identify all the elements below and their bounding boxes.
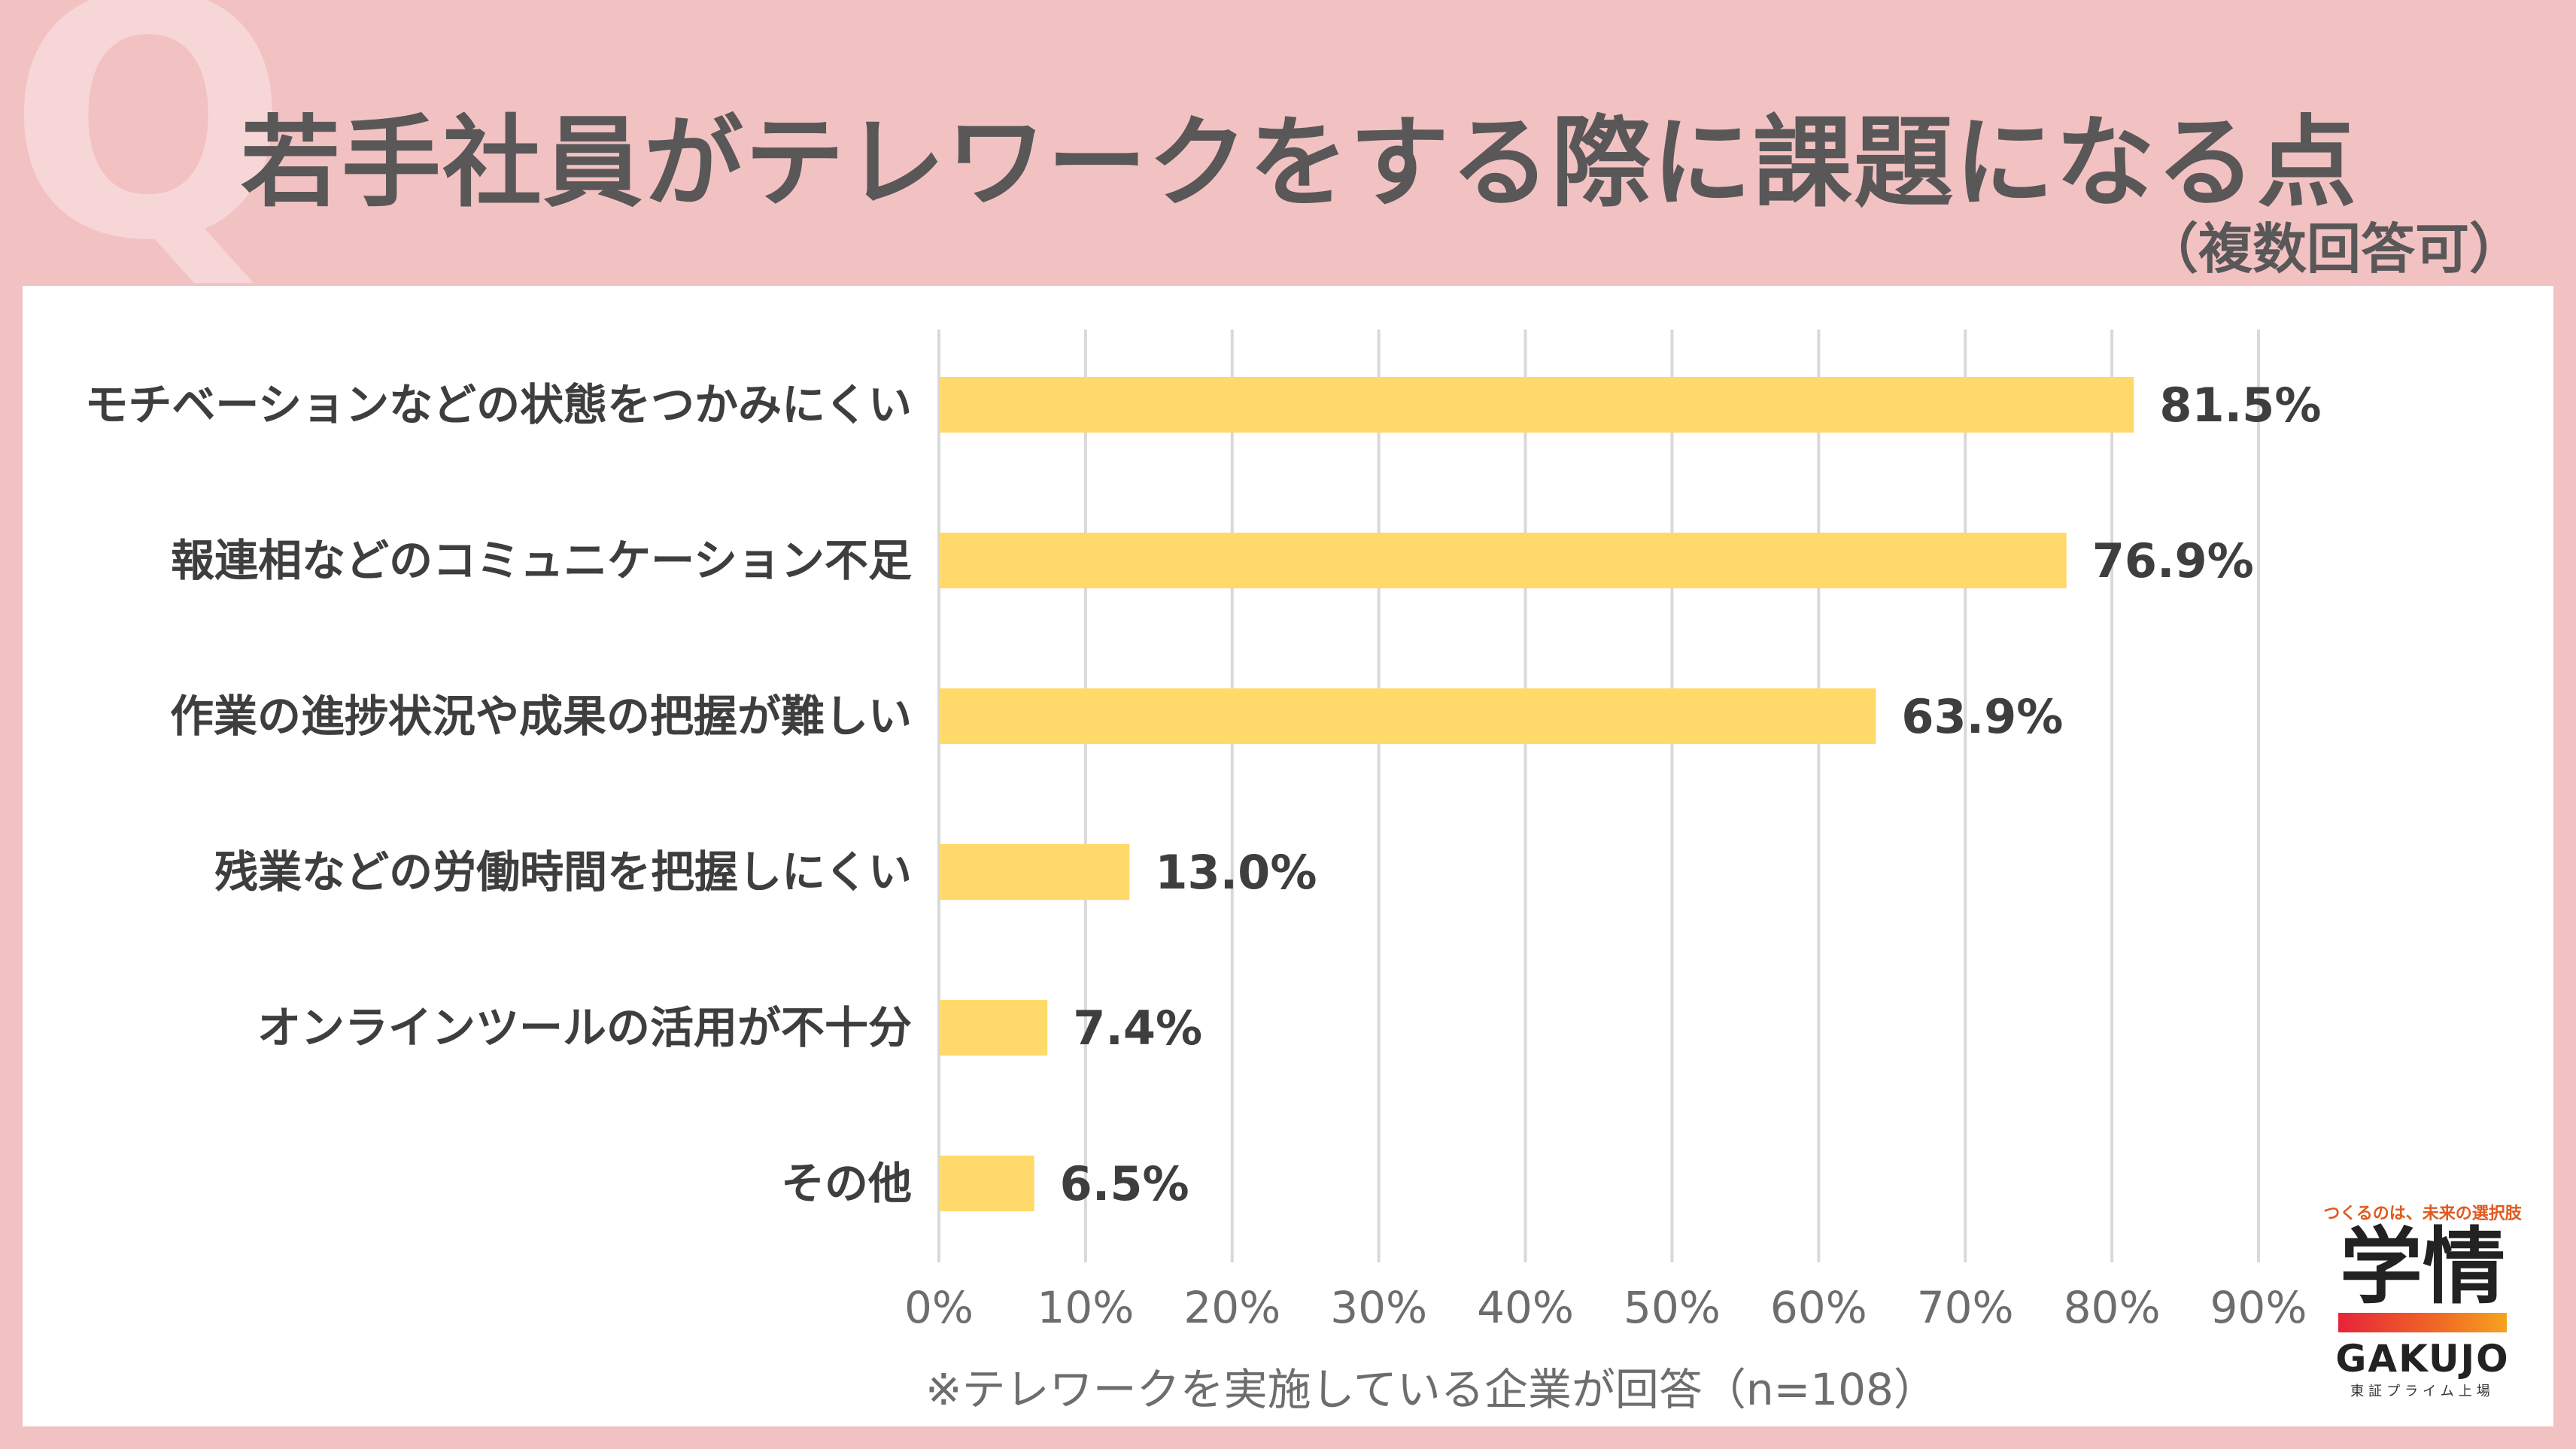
- q-mark-decoration: Q: [8, 0, 290, 313]
- logo-mark: 学情: [2340, 1219, 2505, 1315]
- value-label: 13.0%: [1155, 845, 1317, 900]
- category-label: その他: [781, 1158, 912, 1209]
- x-tick-label: 40%: [1477, 1282, 1574, 1333]
- value-label: 76.9%: [2092, 533, 2254, 588]
- bar: [939, 377, 2134, 433]
- logo-color-bar: [2338, 1312, 2507, 1332]
- category-label: モチベーションなどの状態をつかみにくい: [84, 379, 912, 430]
- x-tick-label: 70%: [1917, 1282, 2014, 1333]
- chart-panel: 0% 10% 20% 30% 40% 50% 60% 70% 80% 90% モチベーションなどの状…: [23, 286, 2553, 1426]
- category-label: 報連相などのコミュニケーション不足: [171, 535, 912, 586]
- x-tick-label: 30%: [1330, 1282, 1427, 1333]
- bar: [939, 1000, 1048, 1056]
- bar-chart: 0% 10% 20% 30% 40% 50% 60% 70% 80% 90% モチベーションなどの状…: [84, 330, 2321, 1333]
- gakujo-logo: つくるのは、未来の選択肢 学情 GAKUJO 東証プライム上場: [2317, 1200, 2528, 1400]
- logo-name: GAKUJO: [2335, 1336, 2510, 1381]
- value-label: 63.9%: [1901, 689, 2063, 744]
- bar: [939, 533, 2067, 588]
- logo-listing: 東証プライム上場: [2350, 1383, 2495, 1399]
- footnote: ※テレワークを実施している企業が回答（n=108）: [925, 1364, 1937, 1415]
- x-tick-label: 0%: [904, 1282, 974, 1333]
- category-label: 残業などの労働時間を把握しにくい: [214, 846, 912, 898]
- page-title: 若手社員がテレワークをする際に課題になる点: [241, 105, 2358, 221]
- x-tick-label: 90%: [2210, 1282, 2307, 1333]
- value-label: 6.5%: [1060, 1156, 1189, 1211]
- value-label: 81.5%: [2159, 378, 2321, 433]
- bar: [939, 688, 1876, 744]
- category-label: オンラインツールの活用が不十分: [257, 1002, 912, 1053]
- x-tick-label: 20%: [1183, 1282, 1280, 1333]
- page-subtitle: （複数回答可）: [2143, 217, 2523, 281]
- value-label: 7.4%: [1073, 1001, 1202, 1056]
- x-tick-label: 10%: [1037, 1282, 1134, 1333]
- bar: [939, 844, 1130, 900]
- x-tick-label: 60%: [1770, 1282, 1867, 1333]
- logo-tagline: つくるのは、未来の選択肢: [2323, 1204, 2522, 1223]
- x-tick-label: 50%: [1624, 1282, 1721, 1333]
- x-tick-label: 80%: [2064, 1282, 2161, 1333]
- category-label: 作業の進捗状況や成果の把握が難しい: [170, 691, 912, 742]
- bar: [939, 1156, 1034, 1211]
